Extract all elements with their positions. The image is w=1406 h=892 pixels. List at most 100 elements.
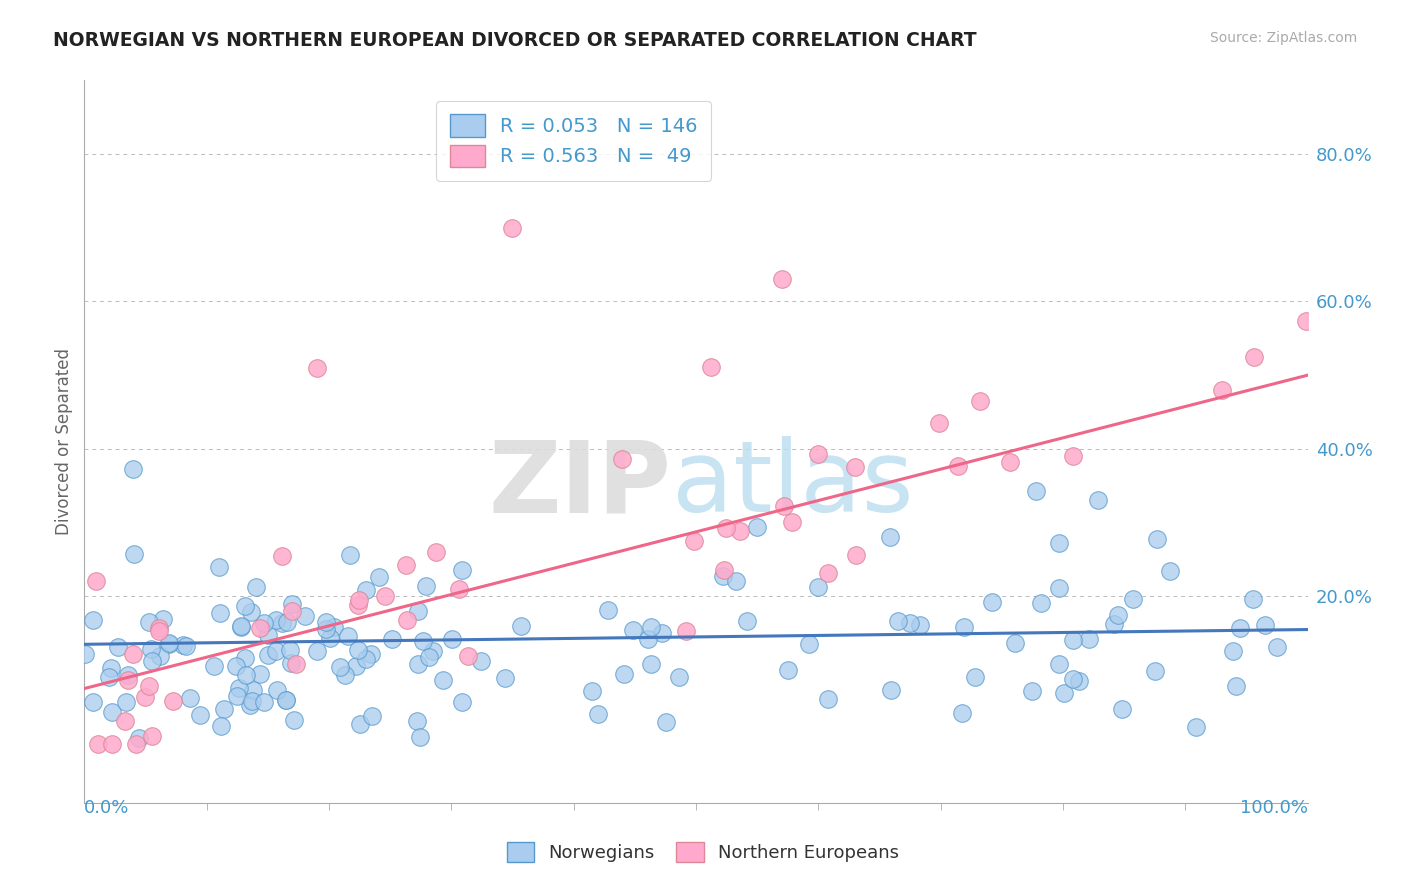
- Point: [86, 737, 108, 751]
- Point: [928, 416, 950, 430]
- Point: [1159, 564, 1181, 578]
- Point: [745, 520, 768, 534]
- Point: [117, 668, 139, 682]
- Point: [1102, 617, 1125, 632]
- Point: [713, 563, 735, 577]
- Point: [100, 737, 122, 751]
- Point: [280, 656, 302, 670]
- Text: ZIP: ZIP: [489, 436, 672, 533]
- Text: 100.0%: 100.0%: [1240, 799, 1308, 817]
- Point: [148, 648, 170, 663]
- Point: [128, 731, 150, 745]
- Point: [817, 566, 839, 581]
- Point: [1185, 720, 1208, 734]
- Point: [1021, 684, 1043, 698]
- Point: [406, 714, 429, 728]
- Point: [276, 615, 298, 629]
- Point: [412, 633, 434, 648]
- Point: [240, 694, 263, 708]
- Point: [596, 603, 619, 617]
- Point: [347, 593, 370, 607]
- Point: [1146, 532, 1168, 546]
- Point: [1254, 617, 1277, 632]
- Point: [278, 642, 301, 657]
- Point: [305, 360, 328, 375]
- Point: [711, 569, 734, 583]
- Point: [202, 659, 225, 673]
- Point: [274, 693, 297, 707]
- Point: [735, 614, 758, 628]
- Point: [138, 679, 160, 693]
- Point: [965, 670, 987, 684]
- Point: [356, 583, 378, 598]
- Point: [1295, 314, 1317, 328]
- Point: [807, 580, 830, 594]
- Point: [283, 713, 305, 727]
- Point: [898, 615, 921, 630]
- Point: [82, 613, 104, 627]
- Point: [470, 654, 492, 668]
- Point: [1047, 536, 1070, 550]
- Point: [502, 220, 524, 235]
- Point: [225, 689, 247, 703]
- Point: [122, 547, 145, 561]
- Point: [270, 549, 292, 563]
- Point: [141, 654, 163, 668]
- Point: [253, 695, 276, 709]
- Point: [212, 702, 235, 716]
- Point: [1107, 607, 1129, 622]
- Point: [97, 670, 120, 684]
- Point: [773, 499, 796, 513]
- Point: [349, 717, 371, 731]
- Point: [432, 673, 454, 688]
- Point: [233, 651, 256, 665]
- Point: [494, 671, 516, 685]
- Point: [728, 524, 751, 538]
- Point: [242, 682, 264, 697]
- Point: [581, 683, 603, 698]
- Point: [799, 637, 821, 651]
- Point: [174, 640, 197, 654]
- Point: [724, 574, 747, 588]
- Point: [346, 599, 368, 613]
- Point: [101, 705, 124, 719]
- Point: [253, 616, 276, 631]
- Text: Source: ZipAtlas.com: Source: ZipAtlas.com: [1209, 31, 1357, 45]
- Point: [457, 648, 479, 663]
- Point: [84, 574, 107, 588]
- Point: [257, 628, 280, 642]
- Point: [249, 666, 271, 681]
- Point: [294, 608, 316, 623]
- Point: [440, 632, 463, 646]
- Point: [950, 706, 973, 720]
- Point: [980, 595, 1002, 609]
- Point: [368, 570, 391, 584]
- Point: [329, 660, 352, 674]
- Point: [73, 647, 96, 661]
- Legend: Norwegians, Northern Europeans: Norwegians, Northern Europeans: [499, 834, 907, 870]
- Point: [640, 657, 662, 671]
- Point: [1031, 596, 1053, 610]
- Point: [655, 714, 678, 729]
- Point: [675, 624, 697, 639]
- Point: [588, 707, 610, 722]
- Point: [887, 614, 910, 628]
- Point: [122, 647, 145, 661]
- Point: [271, 615, 294, 630]
- Point: [782, 515, 804, 529]
- Point: [264, 644, 287, 658]
- Point: [239, 698, 262, 712]
- Point: [1052, 686, 1074, 700]
- Point: [209, 606, 232, 620]
- Point: [845, 548, 868, 562]
- Point: [1229, 621, 1251, 635]
- Point: [510, 618, 533, 632]
- Point: [344, 659, 367, 673]
- Point: [319, 631, 342, 645]
- Point: [1225, 679, 1247, 693]
- Point: [117, 673, 139, 688]
- Point: [953, 619, 976, 633]
- Point: [651, 626, 673, 640]
- Point: [172, 638, 194, 652]
- Point: [1077, 632, 1099, 647]
